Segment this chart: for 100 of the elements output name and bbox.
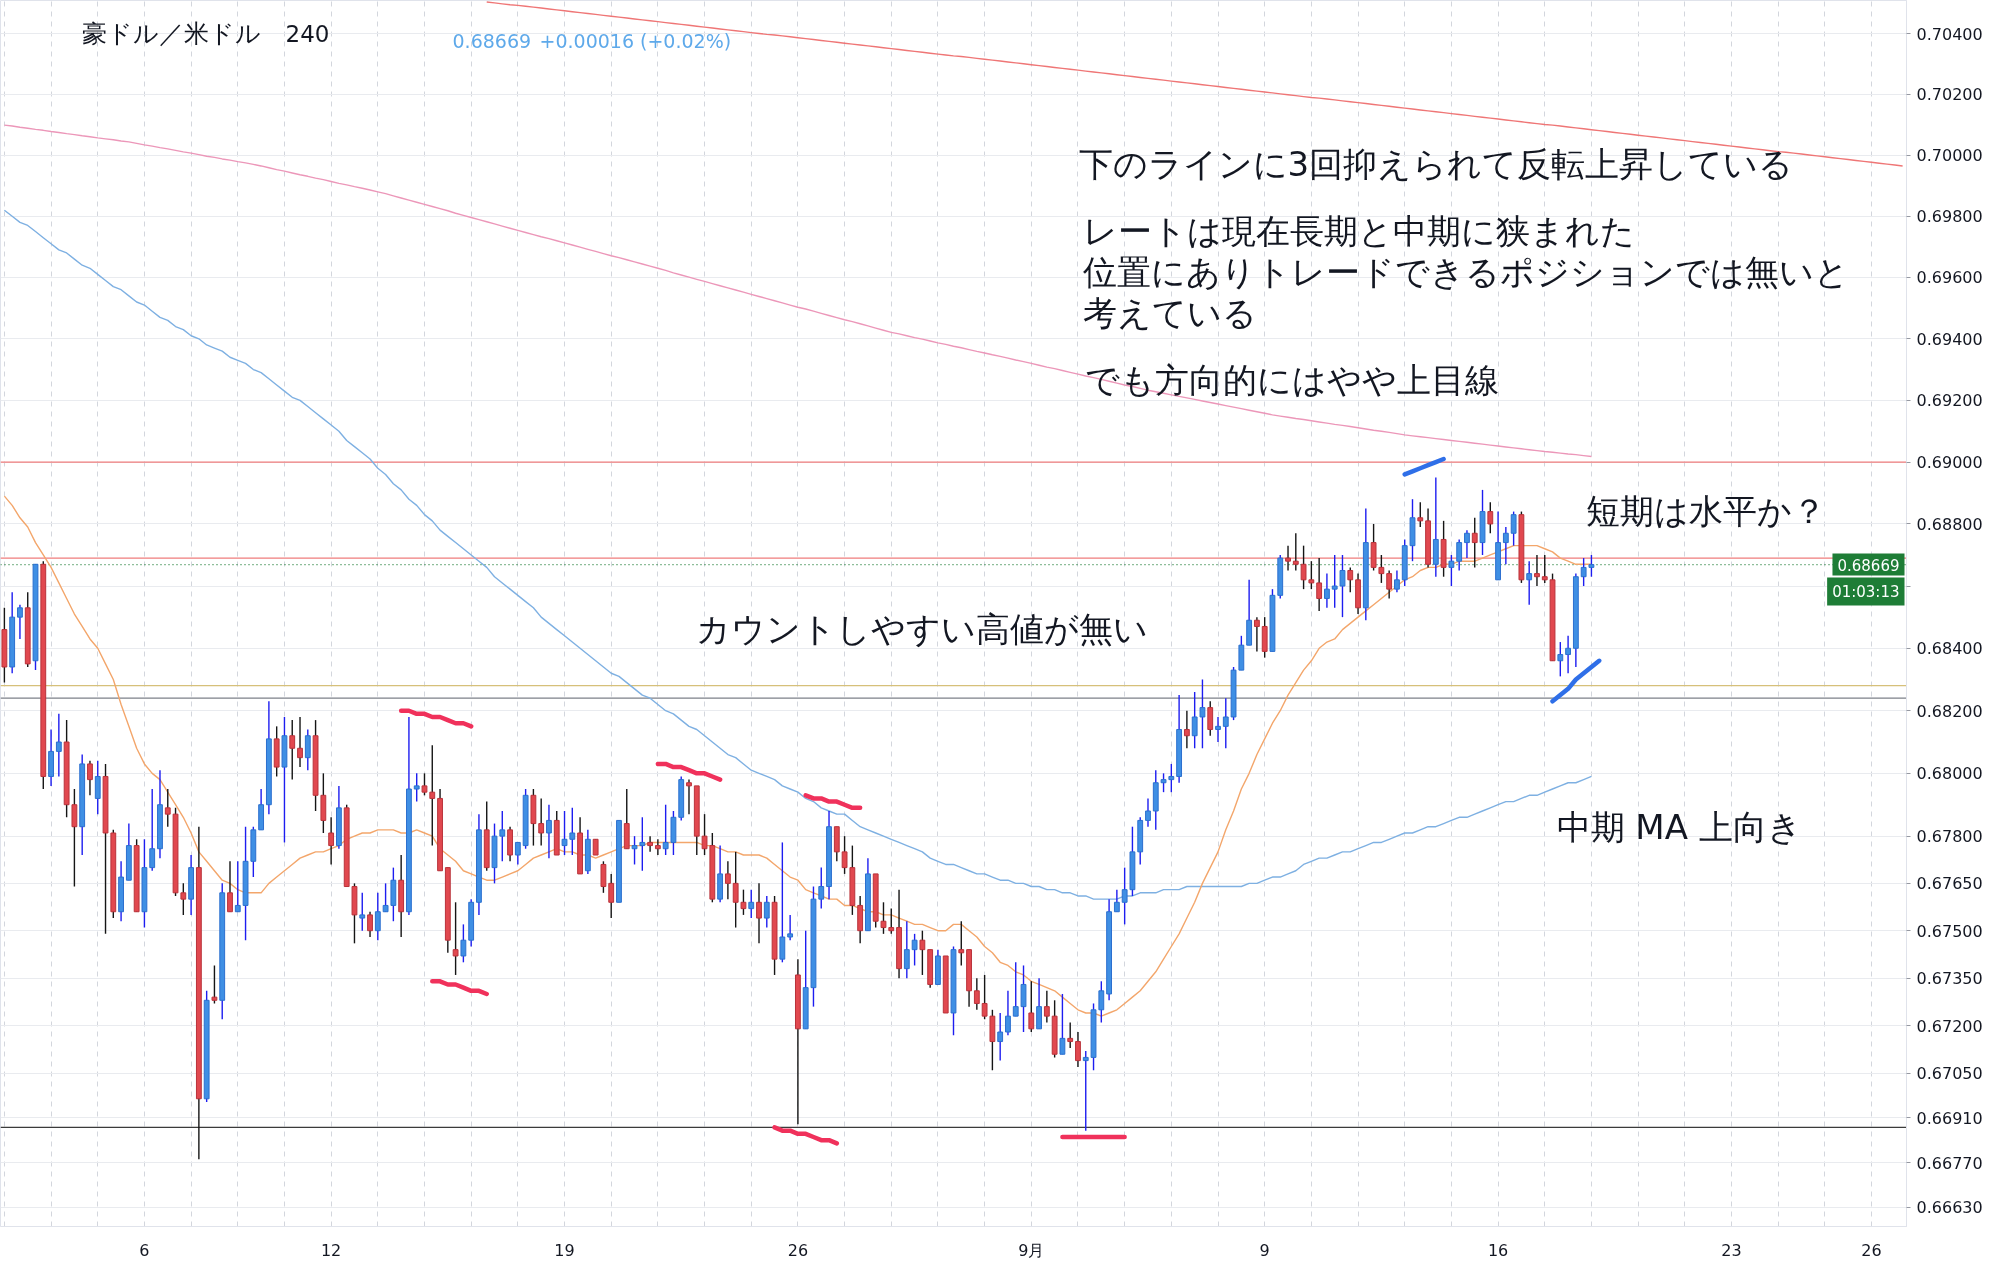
annotation: カウントしやすい高値が無い	[695, 608, 1148, 649]
candlestick	[1253, 616, 1260, 653]
candlestick	[227, 860, 233, 913]
text: 240	[285, 21, 330, 47]
candlestick	[1526, 560, 1533, 606]
candlestick	[460, 923, 467, 963]
candlestick	[1183, 710, 1190, 749]
candlestick	[374, 892, 381, 941]
y-tick-label: 0.70200	[1916, 85, 1983, 105]
annotation: 0.68669	[452, 29, 532, 52]
candlestick	[1028, 980, 1035, 1033]
y-tick-label: 0.67800	[1916, 827, 1983, 847]
y-tick-label: 0.67050	[1916, 1064, 1983, 1084]
candlestick	[1510, 510, 1517, 547]
candlestick	[981, 974, 988, 1021]
x-tick-label: 26	[1861, 1240, 1882, 1260]
y-tick-label: 0.66910	[1916, 1108, 1983, 1128]
annotation: 短期は水平か？	[1585, 490, 1826, 531]
candlestick	[997, 1012, 1004, 1062]
x-tick-label: 9	[1259, 1240, 1270, 1260]
x-tick-label: 6	[139, 1240, 150, 1260]
y-tick-label: 0.69200	[1916, 391, 1983, 411]
candlestick	[1199, 678, 1206, 749]
ref-line-label: 0.68669	[1837, 556, 1900, 575]
candlestick	[538, 797, 545, 847]
x-tick-label: 9月	[1018, 1240, 1045, 1260]
candlestick	[1067, 1021, 1074, 1049]
candlestick	[1285, 544, 1291, 572]
candlestick	[87, 760, 93, 796]
candlestick	[1394, 569, 1400, 593]
candlestick	[514, 841, 521, 866]
candlestick	[421, 772, 428, 796]
candlestick	[1222, 697, 1229, 749]
candlestick	[367, 911, 373, 938]
candlestick	[903, 920, 910, 979]
candlestick	[1308, 560, 1315, 590]
candlestick	[180, 882, 187, 916]
candlestick	[600, 860, 607, 894]
candlestick	[1292, 532, 1299, 572]
candlestick	[686, 778, 692, 815]
candlestick	[1098, 980, 1105, 1024]
x-tick-label: 12	[320, 1240, 342, 1260]
candlestick	[1487, 501, 1494, 534]
candlestick	[1207, 700, 1214, 737]
y-tick-label: 0.70000	[1916, 146, 1983, 166]
candlestick	[1043, 990, 1050, 1024]
candlestick	[654, 838, 661, 856]
candlestick	[1541, 554, 1548, 584]
candlestick	[1145, 797, 1151, 828]
candlestick	[1534, 554, 1540, 587]
candlestick	[1082, 1050, 1089, 1132]
y-tick-label: 0.67650	[1916, 874, 1983, 894]
candlestick	[779, 841, 786, 963]
candlestick	[429, 744, 436, 847]
y-tick-label: 0.68000	[1916, 764, 1983, 784]
candlestick	[1386, 569, 1393, 600]
candlestick	[973, 977, 980, 1011]
x-tick-label: 23	[1721, 1240, 1742, 1260]
candlestick	[17, 603, 23, 640]
y-tick-label: 0.69600	[1916, 268, 1983, 288]
candlestick	[359, 892, 366, 932]
candlestick	[1557, 641, 1564, 678]
y-tick-label: 0.67350	[1916, 969, 1983, 989]
candlestick	[452, 901, 459, 976]
candlestick	[413, 772, 420, 803]
candlestick	[748, 888, 755, 919]
annotation: 下のラインに3回抑えられて反転上昇している	[1078, 143, 1794, 184]
x-tick-label: 16	[1487, 1240, 1509, 1260]
candlestick	[911, 933, 918, 967]
candlestick	[1456, 538, 1463, 572]
candlestick	[211, 964, 218, 1005]
candlestick	[787, 914, 794, 941]
candlestick	[818, 866, 825, 910]
candlestick	[1300, 544, 1307, 590]
candlestick	[608, 873, 615, 919]
y-tick-label: 0.69800	[1916, 207, 1983, 227]
annotation: 中期 MA 上向き	[1556, 806, 1802, 847]
candlestick	[1471, 517, 1478, 569]
candlestick	[289, 719, 296, 781]
candlestick	[234, 860, 241, 913]
candlestick	[647, 835, 654, 853]
candlestick	[55, 713, 62, 778]
annotation: でも方向的にはやや上目線	[1084, 359, 1499, 400]
candlestick	[1331, 554, 1338, 609]
y-tick-label: 0.67500	[1916, 921, 1983, 941]
y-tick-label: 0.68200	[1916, 701, 1983, 721]
candlestick	[1448, 554, 1455, 587]
candlestick	[1316, 557, 1323, 612]
y-tick-label: 0.68400	[1916, 639, 1983, 659]
candlestick	[328, 816, 335, 866]
candlestick	[1215, 716, 1221, 743]
annotation: レートは現在長期と中期に狭まれた位置にありトレードできるポジションでは無いと考えている	[1082, 210, 1849, 333]
candlestick	[1464, 529, 1470, 559]
annotation: 01:03:13	[1832, 582, 1900, 601]
candlestick	[958, 920, 965, 967]
y-tick-label: 0.68800	[1916, 514, 1983, 534]
candlestick	[919, 929, 926, 976]
candlestick	[1565, 635, 1571, 674]
candlestick	[164, 788, 171, 828]
y-tick-label: 0.66630	[1916, 1198, 1983, 1218]
